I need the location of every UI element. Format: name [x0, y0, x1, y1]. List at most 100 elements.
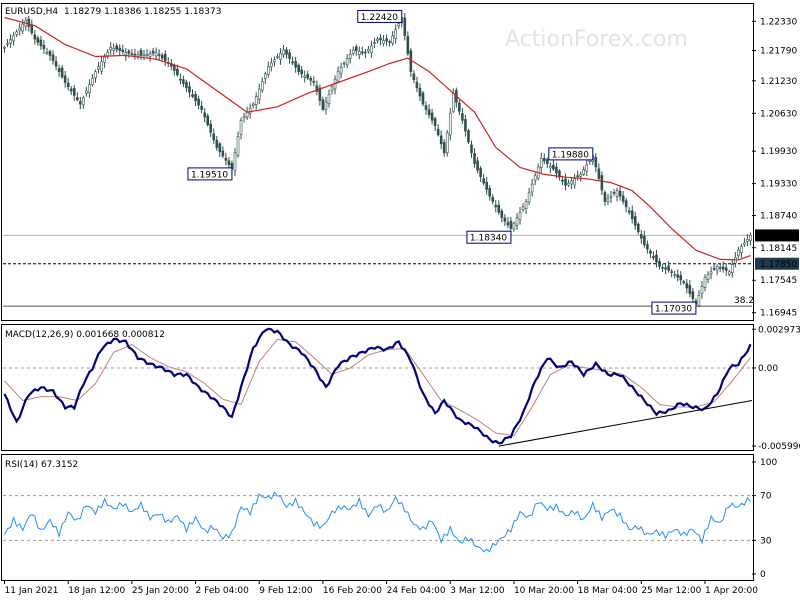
candle-body [254, 96, 258, 105]
swing-label-box [357, 9, 403, 23]
macd-axis-label: 0.002973 [758, 325, 800, 335]
candle-body [270, 62, 273, 68]
candle-body [385, 38, 388, 42]
candle-body [239, 120, 243, 135]
candle-body [609, 195, 613, 198]
candle-body [479, 168, 482, 177]
swing-label: 1.18340 [470, 234, 507, 244]
candle-body [12, 35, 15, 42]
candle-body [612, 192, 616, 194]
candle-body [264, 73, 267, 79]
candle-body [85, 90, 88, 94]
candle-body [503, 217, 507, 222]
candle-body [618, 190, 622, 197]
candle-body [236, 136, 240, 156]
swing-label: 1.19510 [191, 170, 228, 180]
candle-body [461, 113, 464, 121]
swing-label-box [187, 167, 233, 181]
candle-body [606, 198, 610, 202]
candle-body [18, 27, 21, 31]
candle-body [394, 29, 397, 39]
candle-body [312, 80, 316, 83]
candle-body [509, 220, 513, 229]
candle-body [330, 86, 334, 92]
candle-body [652, 256, 655, 259]
price-layer: 38.2 1.22420 1.19510 1.18340 1.19880 1.17030 [3, 9, 754, 315]
rsi-axis-label: 100 [760, 458, 777, 468]
candle-body [206, 115, 209, 125]
candle-body [294, 61, 297, 68]
candle-body [415, 81, 419, 89]
candle-body [424, 105, 428, 110]
candle-body [594, 157, 598, 168]
candle-body [488, 187, 491, 197]
candle-body [737, 249, 740, 256]
candle-body [9, 39, 12, 44]
candle-body [212, 133, 216, 141]
candle-body [473, 153, 476, 164]
candle-body [345, 58, 349, 66]
candle-body [194, 93, 197, 102]
candle-body [630, 210, 634, 220]
candle-body [291, 61, 294, 64]
rsi-axis-label: 70 [760, 492, 772, 502]
candle-body [740, 246, 743, 253]
candle-body [636, 223, 640, 233]
candle-body [227, 160, 231, 166]
candle-body [36, 37, 40, 43]
candle-body [597, 168, 601, 179]
candle-body [179, 78, 182, 81]
candle-body [97, 66, 100, 70]
candle-body [397, 23, 401, 27]
candle-body [512, 222, 516, 230]
candle-body [342, 62, 346, 65]
fib-label: 38.2 [734, 296, 754, 306]
candle-body [218, 143, 222, 153]
candle-body [673, 274, 676, 276]
candle-body [176, 68, 179, 76]
time-axis-label: 18 Jan 12:00 [68, 586, 125, 596]
candle-body [382, 40, 385, 44]
candle-body [579, 174, 582, 177]
time-axis-label: 25 Mar 12:00 [641, 586, 701, 596]
candle-body [21, 23, 25, 32]
candle-body [364, 51, 367, 54]
candle-body [154, 52, 158, 57]
candle-body [436, 128, 440, 136]
rsi-axis-label: 0 [760, 570, 766, 580]
candle-body [712, 267, 716, 270]
candle-body [124, 52, 128, 57]
candle-body [51, 54, 55, 62]
candle-body [646, 244, 649, 250]
candle-body [27, 18, 31, 27]
price-axis-label: 1.18145 [760, 244, 797, 254]
candle-body [221, 150, 225, 157]
candle-body [185, 81, 188, 89]
candle-body [6, 43, 9, 45]
candle-body [188, 86, 191, 93]
candle-body [685, 283, 689, 289]
candle-body [627, 210, 631, 213]
candle-body [655, 254, 658, 263]
time-axis-label: 3 Mar 12:00 [450, 586, 505, 596]
candle-body [82, 97, 85, 106]
time-axis-label: 1 Apr 20:00 [705, 586, 758, 596]
candle-body [518, 212, 522, 221]
time-axis-label: 10 Mar 20:00 [514, 586, 574, 596]
candle-body [33, 34, 37, 40]
time-axis-label: 25 Jan 20:00 [132, 586, 189, 596]
candle-body [391, 35, 394, 44]
candle-body [576, 175, 579, 178]
current-price-box [755, 229, 799, 242]
candle-body [582, 169, 586, 175]
candle-body [351, 49, 355, 54]
candle-body [276, 56, 279, 58]
candle-body [467, 130, 470, 143]
candle-body [679, 275, 683, 281]
macd-line [3, 327, 752, 445]
candle-body [682, 281, 686, 283]
candle-body [224, 157, 228, 161]
candle-body [45, 51, 49, 54]
price-axis-label: 1.21790 [760, 47, 797, 57]
